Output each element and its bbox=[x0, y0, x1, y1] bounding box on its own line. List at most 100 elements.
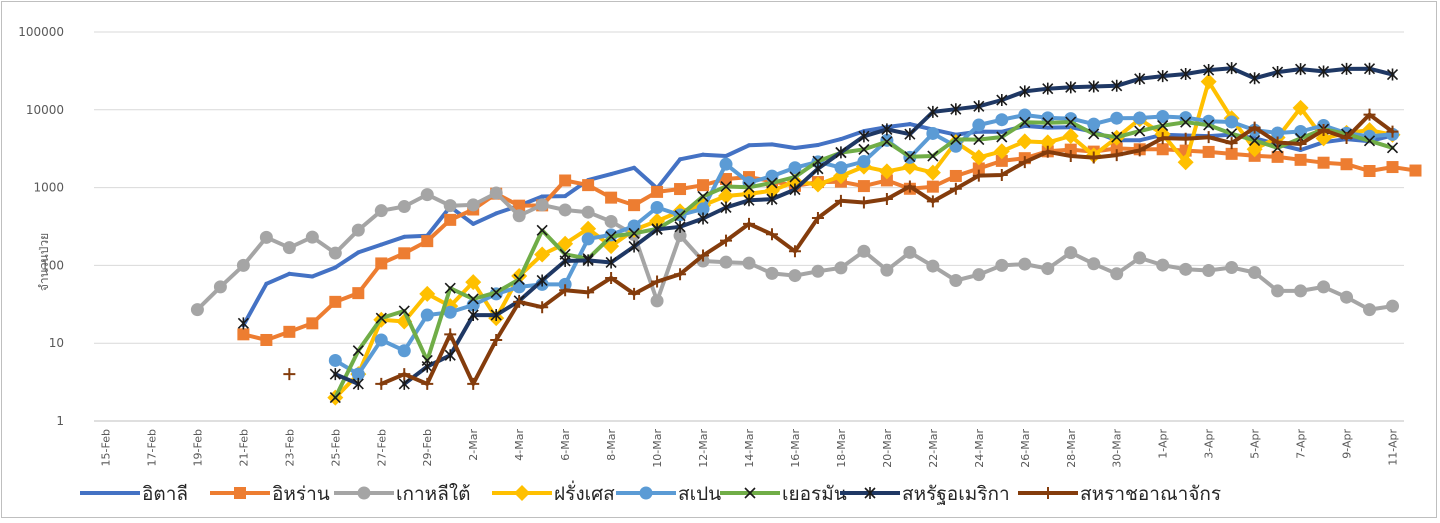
x-tick-label: 25-Feb bbox=[329, 429, 342, 466]
data-point bbox=[1386, 161, 1399, 174]
x-tick-label: 29-Feb bbox=[421, 429, 434, 466]
data-point bbox=[490, 333, 503, 346]
data-point bbox=[513, 295, 526, 308]
data-point bbox=[1317, 280, 1331, 294]
x-tick-label: 7-Apr bbox=[1295, 429, 1308, 459]
data-point bbox=[535, 198, 549, 212]
data-point bbox=[398, 247, 411, 260]
x-tick-label: 28-Mar bbox=[1065, 429, 1078, 468]
data-point bbox=[718, 187, 735, 204]
data-point bbox=[283, 325, 296, 338]
data-point bbox=[190, 303, 204, 317]
data-point bbox=[766, 193, 778, 206]
data-point bbox=[674, 220, 686, 233]
data-point bbox=[310, 274, 315, 279]
data-point bbox=[1386, 125, 1399, 138]
data-point bbox=[696, 202, 710, 216]
data-point bbox=[811, 264, 825, 278]
data-point bbox=[467, 377, 480, 390]
data-point bbox=[999, 129, 1004, 134]
data-point bbox=[1180, 68, 1192, 81]
data-point bbox=[443, 199, 457, 213]
data-point bbox=[1134, 125, 1146, 137]
data-point bbox=[697, 212, 709, 225]
data-point bbox=[534, 246, 551, 263]
data-point bbox=[352, 287, 365, 300]
legend-item: อิหร่าน bbox=[210, 483, 330, 505]
data-point bbox=[1340, 62, 1353, 75]
x-tick-label: 9-Apr bbox=[1341, 429, 1354, 459]
data-point bbox=[788, 245, 801, 258]
data-point bbox=[834, 261, 848, 275]
x-tick-label: 23-Feb bbox=[283, 429, 296, 466]
data-point bbox=[924, 164, 941, 181]
data-point bbox=[996, 94, 1008, 107]
x-tick-label: 11-Apr bbox=[1387, 429, 1400, 466]
data-point bbox=[628, 287, 641, 300]
data-point bbox=[1225, 260, 1239, 274]
data-point bbox=[880, 174, 893, 187]
data-point bbox=[398, 305, 410, 317]
data-point bbox=[742, 256, 756, 270]
data-point bbox=[580, 220, 597, 237]
data-point bbox=[1133, 251, 1147, 265]
data-point bbox=[927, 105, 939, 118]
data-point bbox=[1271, 150, 1284, 163]
x-tick-label: 16-Mar bbox=[789, 429, 802, 468]
legend-marker bbox=[744, 487, 756, 499]
data-point bbox=[903, 245, 917, 259]
data-point bbox=[259, 230, 273, 244]
data-point bbox=[1225, 137, 1238, 150]
data-point bbox=[1363, 108, 1376, 121]
data-point bbox=[838, 137, 843, 142]
data-point bbox=[1203, 119, 1215, 131]
y-tick-label: 10 bbox=[49, 336, 64, 350]
data-point bbox=[1363, 62, 1376, 75]
data-point bbox=[604, 214, 618, 228]
legend-item: สหราชอาณาจักร bbox=[1018, 483, 1221, 505]
data-point bbox=[1087, 117, 1101, 131]
x-tick-label: 14-Mar bbox=[743, 429, 756, 468]
x-tick-label: 17-Feb bbox=[145, 429, 158, 466]
series-7 bbox=[237, 62, 1399, 390]
data-point bbox=[329, 392, 341, 404]
series-line bbox=[333, 79, 1395, 400]
x-tick-label: 5-Apr bbox=[1249, 429, 1262, 459]
data-point bbox=[765, 228, 778, 241]
data-point bbox=[628, 199, 641, 212]
data-point bbox=[1271, 126, 1285, 140]
data-point bbox=[1226, 128, 1238, 140]
data-point bbox=[1157, 120, 1169, 132]
series-lines bbox=[190, 62, 1422, 406]
data-point bbox=[765, 266, 779, 280]
data-point bbox=[949, 273, 963, 287]
data-point bbox=[513, 199, 526, 212]
data-point bbox=[926, 126, 940, 140]
data-point bbox=[264, 281, 269, 286]
data-point bbox=[1249, 72, 1261, 85]
data-point bbox=[1272, 66, 1284, 79]
data-point bbox=[397, 344, 411, 358]
data-point bbox=[1088, 128, 1100, 140]
data-point bbox=[972, 118, 986, 132]
data-point bbox=[811, 211, 824, 224]
data-point bbox=[329, 368, 341, 381]
x-tick-label: 26-Mar bbox=[1019, 429, 1032, 468]
data-point bbox=[926, 259, 940, 273]
data-point bbox=[1202, 263, 1216, 277]
data-point bbox=[995, 154, 1008, 167]
data-point bbox=[1064, 143, 1077, 156]
x-tick-label: 22-Mar bbox=[927, 429, 940, 468]
data-point bbox=[1202, 145, 1215, 158]
data-point bbox=[1111, 131, 1123, 143]
legend-marker bbox=[514, 485, 530, 501]
data-point bbox=[674, 210, 686, 222]
data-point bbox=[741, 185, 757, 202]
data-point bbox=[329, 295, 342, 308]
data-point bbox=[1248, 266, 1262, 280]
data-point bbox=[769, 142, 774, 147]
data-point bbox=[766, 177, 778, 189]
legend-label: อิหร่าน bbox=[272, 483, 330, 505]
data-point bbox=[581, 205, 595, 219]
series-3 bbox=[190, 186, 1400, 317]
